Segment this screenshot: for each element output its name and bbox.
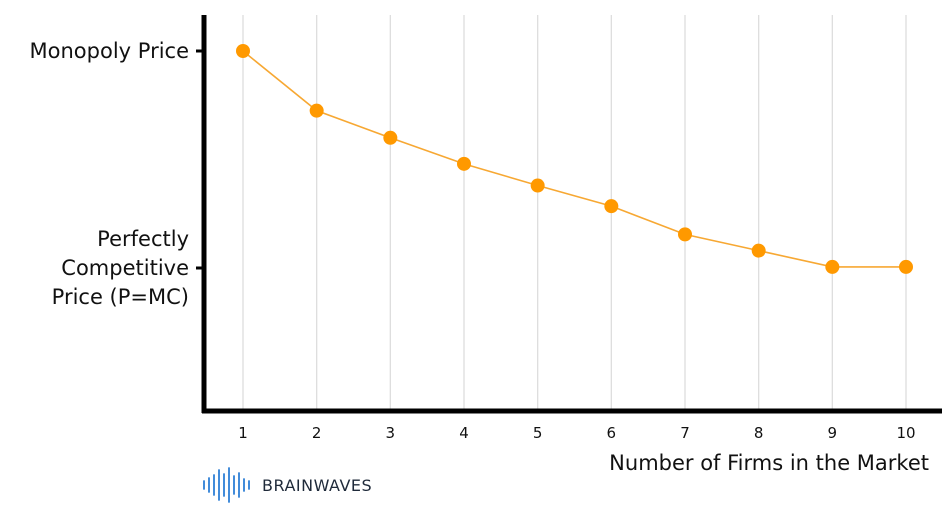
x-tick-label: 5 [533, 424, 543, 442]
data-point [825, 259, 840, 274]
x-ticks: 1 2 3 4 5 6 7 8 9 10 [238, 424, 915, 442]
data-point [678, 227, 692, 242]
brainwaves-logo: BRAINWAVES [203, 467, 372, 503]
data-point [383, 130, 398, 145]
series [236, 44, 913, 274]
data-point [457, 156, 471, 171]
x-tick-label: 4 [459, 424, 469, 442]
y-tick-label-line: Competitive [61, 256, 189, 280]
data-point [309, 103, 324, 118]
axes [201, 15, 942, 414]
x-tick-label: 8 [754, 424, 764, 442]
x-tick-label: 2 [312, 424, 322, 442]
x-tick-label: 1 [238, 424, 248, 442]
series-line [242, 50, 906, 268]
y-tick-label-line: Monopoly Price [30, 39, 189, 63]
y-ticks: Monopoly Price Perfectly Competitive Price … [30, 39, 204, 309]
sound-wave-icon [203, 467, 250, 503]
x-tick-label: 9 [828, 424, 838, 442]
y-tick-label: Perfectly Competitive Price (P=MC) [52, 227, 189, 309]
data-point [899, 259, 913, 274]
data-point [530, 178, 545, 193]
x-tick-label: 7 [680, 424, 690, 442]
data-point [236, 44, 250, 58]
x-tick-label: 10 [896, 424, 915, 442]
x-tick-label: 3 [386, 424, 396, 442]
y-tick-label-line: Perfectly [97, 227, 189, 251]
y-tick-label: Monopoly Price [30, 39, 189, 63]
grid-lines [242, 15, 907, 409]
data-point [604, 199, 619, 214]
x-axis-title: Number of Firms in the Market [609, 451, 929, 475]
x-tick-label: 6 [607, 424, 617, 442]
brand-name: BRAINWAVES [262, 476, 372, 495]
data-point [751, 243, 766, 258]
y-tick-label-line: Price (P=MC) [52, 285, 189, 309]
